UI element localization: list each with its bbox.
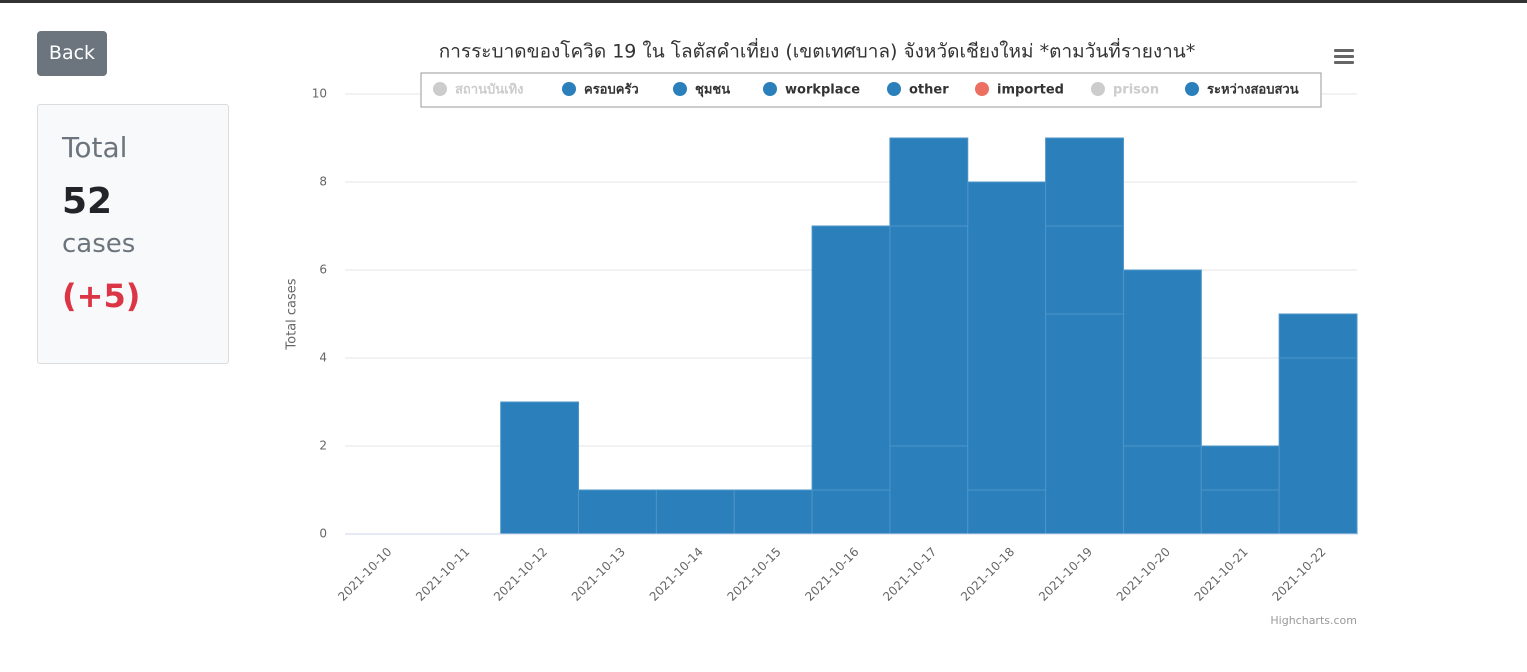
bar-segment: [655, 489, 735, 535]
x-tick-label: 2021-10-16: [802, 545, 861, 604]
y-tick-label: 4: [319, 351, 327, 365]
bar-segment: [889, 225, 969, 447]
top-bar: [0, 0, 1527, 3]
credits: Highcharts.com: [1270, 614, 1357, 627]
chart-title: การระบาดของโควิด 19 ใน โลตัสคำเที่ยง (เข…: [439, 38, 1196, 63]
x-tick-label: 2021-10-14: [647, 545, 706, 604]
bar-segment: [1045, 225, 1124, 315]
x-tick-label: 2021-10-19: [1036, 545, 1095, 604]
legend-label: prison: [1113, 83, 1159, 98]
bar-segment: [1278, 357, 1358, 535]
y-tick-label: 8: [319, 175, 327, 189]
legend-marker: [1091, 82, 1105, 96]
y-tick-label: 6: [319, 263, 327, 277]
menu-line: [1334, 55, 1354, 58]
legend-item[interactable]: imported: [975, 82, 1064, 98]
bar-segment: [1200, 445, 1280, 491]
bar-segment: [1200, 489, 1280, 535]
bar-segment: [733, 489, 813, 535]
legend-marker: [673, 82, 687, 96]
x-tick-label: 2021-10-13: [569, 545, 628, 604]
bar-segment: [967, 181, 1047, 491]
bar-segment: [578, 489, 657, 535]
x-tick-label: 2021-10-18: [958, 545, 1017, 604]
legend-label: imported: [997, 83, 1064, 98]
x-tick-label: 2021-10-21: [1192, 545, 1251, 604]
legend-item[interactable]: ชุมชน: [673, 82, 730, 98]
legend-marker: [975, 82, 989, 96]
x-tick-label: 2021-10-15: [725, 545, 784, 604]
legend-label: ระหว่างสอบสวน: [1207, 83, 1299, 98]
y-tick-label: 0: [319, 527, 327, 541]
bar-segment: [967, 489, 1047, 535]
legend-label: สถานบันเทิง: [455, 83, 524, 98]
x-tick-label: 2021-10-10: [335, 545, 394, 604]
bar-segment: [1122, 269, 1202, 447]
summary-card: Total 52 cases (+5): [37, 104, 229, 364]
x-tick-label: 2021-10-11: [413, 545, 472, 604]
x-tick-label: 2021-10-22: [1269, 545, 1328, 604]
menu-line: [1334, 61, 1354, 64]
x-tick-label: 2021-10-17: [880, 545, 939, 604]
legend-label: other: [909, 83, 949, 98]
legend-label: ชุมชน: [695, 83, 730, 98]
menu-line: [1334, 49, 1354, 52]
summary-unit: cases: [62, 229, 136, 259]
legend-item[interactable]: prison: [1091, 82, 1159, 98]
x-tick-label: 2021-10-20: [1114, 545, 1173, 604]
legend-item[interactable]: other: [887, 82, 949, 98]
bar-segment: [1278, 313, 1358, 359]
back-button[interactable]: Back: [37, 31, 107, 76]
bar-segment: [811, 489, 891, 535]
legend-item[interactable]: สถานบันเทิง: [433, 82, 524, 98]
legend-item[interactable]: ครอบครัว: [562, 82, 639, 98]
legend-marker: [887, 82, 901, 96]
y-tick-label: 10: [312, 87, 327, 101]
bar-segment: [1045, 313, 1124, 535]
bar-segment: [1122, 445, 1202, 535]
legend-marker: [562, 82, 576, 96]
bar-segment: [889, 445, 969, 535]
x-tick-label: 2021-10-12: [491, 545, 550, 604]
legend-label: ครอบครัว: [584, 83, 639, 98]
y-tick-label: 2: [319, 439, 327, 453]
summary-label: Total: [62, 131, 128, 164]
y-axis-label: Total cases: [285, 278, 300, 350]
legend-label: workplace: [785, 83, 860, 98]
legend-marker: [1185, 82, 1199, 96]
menu-icon[interactable]: [1334, 49, 1354, 64]
summary-change: (+5): [62, 277, 141, 315]
legend-item[interactable]: workplace: [763, 82, 860, 98]
bar-segment: [500, 401, 580, 535]
legend-item[interactable]: ระหว่างสอบสวน: [1185, 82, 1299, 98]
bar-segment: [811, 225, 891, 491]
bar-segment: [1045, 137, 1124, 227]
summary-count: 52: [62, 181, 113, 222]
legend-marker: [763, 82, 777, 96]
legend-marker: [433, 82, 447, 96]
bar-segment: [889, 137, 969, 227]
